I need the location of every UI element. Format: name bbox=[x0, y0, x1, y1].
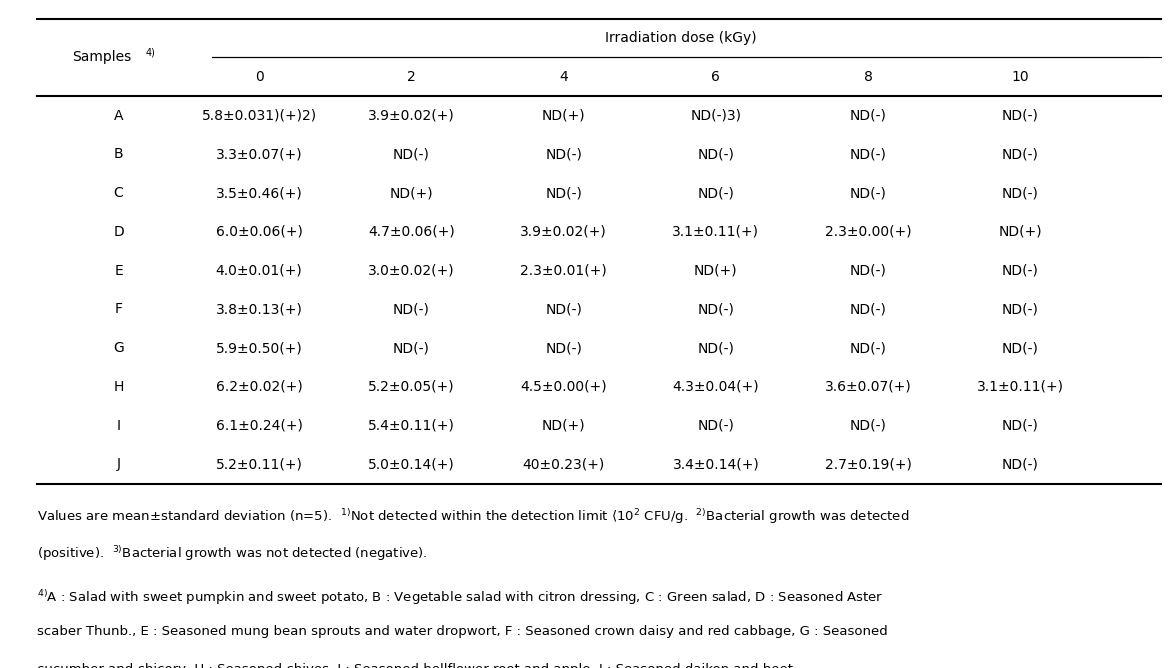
Text: ND(-): ND(-) bbox=[850, 341, 886, 355]
Text: ND(-): ND(-) bbox=[697, 303, 734, 317]
Text: ND(-): ND(-) bbox=[850, 264, 886, 278]
Text: 6.0±0.06(+): 6.0±0.06(+) bbox=[216, 225, 303, 239]
Text: ND(-): ND(-) bbox=[1001, 458, 1039, 472]
Text: 5.4±0.11(+): 5.4±0.11(+) bbox=[367, 419, 454, 433]
Text: 2.3±0.00(+): 2.3±0.00(+) bbox=[825, 225, 911, 239]
Text: 5.2±0.11(+): 5.2±0.11(+) bbox=[216, 458, 303, 472]
Text: 4.5±0.00(+): 4.5±0.00(+) bbox=[520, 380, 607, 394]
Text: 4.0±0.01(+): 4.0±0.01(+) bbox=[216, 264, 303, 278]
Text: 6: 6 bbox=[711, 70, 721, 84]
Text: ND(-): ND(-) bbox=[393, 341, 430, 355]
Text: ND(-): ND(-) bbox=[697, 341, 734, 355]
Text: E: E bbox=[114, 264, 123, 278]
Text: ND(+): ND(+) bbox=[999, 225, 1043, 239]
Text: ND(-): ND(-) bbox=[697, 419, 734, 433]
Text: J: J bbox=[116, 458, 121, 472]
Text: cucumber and chicory, H : Seasoned chives, I : Seasoned bellflower root and appl: cucumber and chicory, H : Seasoned chive… bbox=[36, 663, 797, 668]
Text: 3.5±0.46(+): 3.5±0.46(+) bbox=[216, 186, 303, 200]
Text: 3.8±0.13(+): 3.8±0.13(+) bbox=[216, 303, 303, 317]
Text: $^{4)}$A : Salad with sweet pumpkin and sweet potato, B : Vegetable salad with c: $^{4)}$A : Salad with sweet pumpkin and … bbox=[36, 588, 883, 607]
Text: D: D bbox=[113, 225, 124, 239]
Text: ND(+): ND(+) bbox=[541, 419, 586, 433]
Text: ND(-): ND(-) bbox=[545, 186, 582, 200]
Text: ND(-): ND(-) bbox=[1001, 341, 1039, 355]
Text: ND(-): ND(-) bbox=[1001, 419, 1039, 433]
Text: 2: 2 bbox=[407, 70, 416, 84]
Text: A: A bbox=[114, 109, 123, 123]
Text: ND(-): ND(-) bbox=[545, 303, 582, 317]
Text: 5.2±0.05(+): 5.2±0.05(+) bbox=[367, 380, 454, 394]
Text: ND(-): ND(-) bbox=[850, 419, 886, 433]
Text: F: F bbox=[115, 303, 122, 317]
Text: ND(-): ND(-) bbox=[697, 186, 734, 200]
Text: ND(-): ND(-) bbox=[545, 148, 582, 162]
Text: I: I bbox=[116, 419, 121, 433]
Text: 3.4±0.14(+): 3.4±0.14(+) bbox=[673, 458, 760, 472]
Text: ND(-): ND(-) bbox=[1001, 186, 1039, 200]
Text: 4): 4) bbox=[146, 48, 155, 58]
Text: 2.7±0.19(+): 2.7±0.19(+) bbox=[824, 458, 911, 472]
Text: Values are mean$\pm$standard deviation (n=5).  $^{1)}$Not detected within the de: Values are mean$\pm$standard deviation (… bbox=[36, 507, 909, 526]
Text: scaber Thunb., E : Seasoned mung bean sprouts and water dropwort, F : Seasoned c: scaber Thunb., E : Seasoned mung bean sp… bbox=[36, 625, 888, 638]
Text: ND(-): ND(-) bbox=[850, 186, 886, 200]
Text: 5.9±0.50(+): 5.9±0.50(+) bbox=[216, 341, 303, 355]
Text: 2.3±0.01(+): 2.3±0.01(+) bbox=[520, 264, 607, 278]
Text: ND(+): ND(+) bbox=[541, 109, 586, 123]
Text: B: B bbox=[114, 148, 123, 162]
Text: G: G bbox=[113, 341, 124, 355]
Text: ND(-): ND(-) bbox=[850, 148, 886, 162]
Text: 3.3±0.07(+): 3.3±0.07(+) bbox=[216, 148, 303, 162]
Text: ND(-): ND(-) bbox=[1001, 148, 1039, 162]
Text: 3.1±0.11(+): 3.1±0.11(+) bbox=[673, 225, 760, 239]
Text: ND(-): ND(-) bbox=[545, 341, 582, 355]
Text: 6.2±0.02(+): 6.2±0.02(+) bbox=[216, 380, 303, 394]
Text: ND(-)3): ND(-)3) bbox=[690, 109, 741, 123]
Text: ND(-): ND(-) bbox=[1001, 303, 1039, 317]
Text: 6.1±0.24(+): 6.1±0.24(+) bbox=[216, 419, 303, 433]
Text: ND(-): ND(-) bbox=[850, 109, 886, 123]
Text: 0: 0 bbox=[255, 70, 263, 84]
Text: 40±0.23(+): 40±0.23(+) bbox=[522, 458, 605, 472]
Text: C: C bbox=[114, 186, 123, 200]
Text: ND(-): ND(-) bbox=[1001, 109, 1039, 123]
Text: ND(+): ND(+) bbox=[390, 186, 433, 200]
Text: 3.9±0.02(+): 3.9±0.02(+) bbox=[367, 109, 454, 123]
Text: ND(-): ND(-) bbox=[697, 148, 734, 162]
Text: 4.7±0.06(+): 4.7±0.06(+) bbox=[367, 225, 454, 239]
Text: ND(-): ND(-) bbox=[393, 148, 430, 162]
Text: 5.0±0.14(+): 5.0±0.14(+) bbox=[367, 458, 454, 472]
Text: ND(-): ND(-) bbox=[1001, 264, 1039, 278]
Text: 10: 10 bbox=[1012, 70, 1030, 84]
Text: 3.1±0.11(+): 3.1±0.11(+) bbox=[977, 380, 1064, 394]
Text: 3.9±0.02(+): 3.9±0.02(+) bbox=[520, 225, 607, 239]
Text: H: H bbox=[114, 380, 123, 394]
Text: ND(-): ND(-) bbox=[850, 303, 886, 317]
Text: 3.6±0.07(+): 3.6±0.07(+) bbox=[824, 380, 911, 394]
Text: ND(-): ND(-) bbox=[393, 303, 430, 317]
Text: 8: 8 bbox=[864, 70, 872, 84]
Text: 3.0±0.02(+): 3.0±0.02(+) bbox=[367, 264, 454, 278]
Text: Irradiation dose (kGy): Irradiation dose (kGy) bbox=[605, 31, 756, 45]
Text: (positive).  $^{3)}$Bacterial growth was not detected (negative).: (positive). $^{3)}$Bacterial growth was … bbox=[36, 544, 427, 563]
Text: ND(+): ND(+) bbox=[694, 264, 737, 278]
Text: 4: 4 bbox=[559, 70, 568, 84]
Text: 5.8±0.031)(+)2): 5.8±0.031)(+)2) bbox=[202, 109, 317, 123]
Text: Samples: Samples bbox=[72, 51, 131, 65]
Text: 4.3±0.04(+): 4.3±0.04(+) bbox=[673, 380, 760, 394]
